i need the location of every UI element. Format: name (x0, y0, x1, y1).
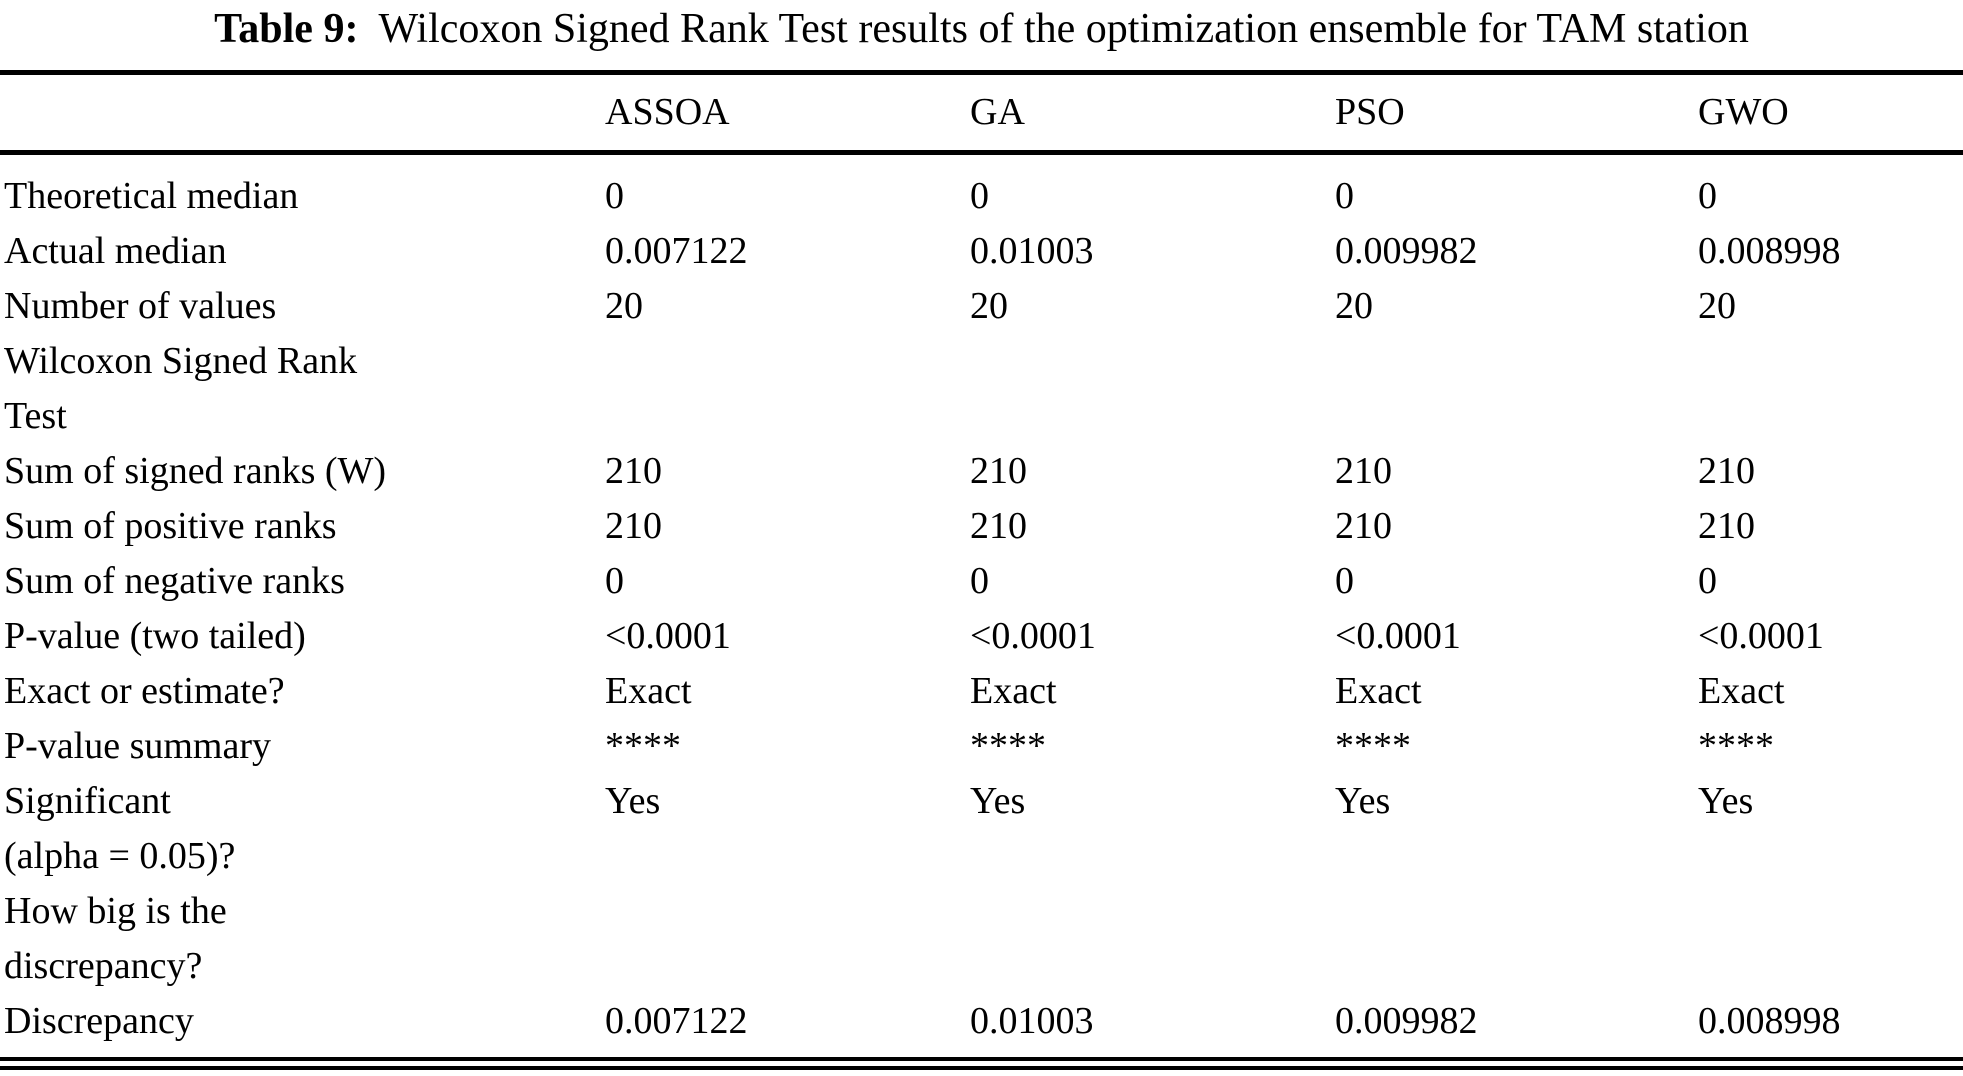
cell-value (1698, 884, 1963, 994)
header-col-ga: GA (970, 72, 1335, 155)
cell-value: 210 (1698, 450, 1755, 492)
cell-value: 0 (1335, 175, 1354, 217)
cell-value: 210 (1335, 450, 1392, 492)
cell-value: Yes (1335, 780, 1391, 822)
table-row: Theoretical median 0 0 0 0 (0, 153, 1963, 225)
cell-value: 20 (1335, 285, 1373, 327)
cell-value: 0.01003 (970, 230, 1094, 272)
table-caption: Table 9: Wilcoxon Signed Rank Test result… (0, 0, 1963, 54)
cell-value (1698, 334, 1963, 444)
row-label: Sum of positive ranks (4, 505, 337, 547)
cell-value (1335, 884, 1698, 994)
cell-value: **** (1335, 725, 1411, 767)
table-row: Wilcoxon Signed Rank Test (0, 334, 1963, 444)
cell-value: 210 (970, 450, 1027, 492)
row-label: Wilcoxon Signed Rank Test (4, 340, 358, 437)
cell-value (970, 884, 1335, 994)
cell-value: 0.007122 (605, 1000, 748, 1042)
cell-value: 20 (970, 285, 1008, 327)
header-col-assoa: ASSOA (605, 72, 970, 155)
header-empty-cell (0, 72, 605, 155)
cell-value: 210 (1698, 505, 1755, 547)
cell-value (605, 884, 970, 994)
cell-value: 0.01003 (970, 1000, 1094, 1042)
wilcoxon-results-table: ASSOA GA PSO GWO Theoretical median 0 0 0 0 A… (0, 70, 1963, 1070)
table-row: Actual median 0.007122 0.01003 0.009982 0.00… (0, 224, 1963, 279)
row-label: Actual median (4, 230, 227, 272)
table-row: Sum of signed ranks (W) 210 210 210 210 (0, 444, 1963, 499)
table-header: ASSOA GA PSO GWO (0, 72, 1963, 155)
cell-value: 0 (1698, 175, 1717, 217)
cell-value: 0 (605, 560, 624, 602)
cell-value: 0.008998 (1698, 1000, 1841, 1042)
header-col-pso: PSO (1335, 72, 1698, 155)
table-row: P-value summary **** **** **** **** (0, 719, 1963, 774)
row-label: Number of values (4, 285, 277, 327)
cell-value: Exact (605, 670, 692, 712)
table-caption-number: Table 9: (214, 6, 359, 52)
cell-value: Exact (970, 670, 1057, 712)
cell-value: **** (1698, 725, 1774, 767)
table-body: Theoretical median 0 0 0 0 Actual median 0.007… (0, 153, 1963, 1064)
row-label: Sum of negative ranks (4, 560, 345, 602)
cell-value: Yes (605, 780, 661, 822)
cell-value: **** (970, 725, 1046, 767)
row-label: How big is the discrepancy? (4, 890, 227, 987)
cell-value: 0.009982 (1335, 1000, 1478, 1042)
cell-value: 20 (1698, 285, 1736, 327)
cell-value: 210 (605, 505, 662, 547)
cell-value: Yes (1698, 780, 1754, 822)
cell-value: Exact (1698, 670, 1785, 712)
cell-value: 0.008998 (1698, 230, 1841, 272)
cell-value: 0 (1698, 560, 1717, 602)
cell-value: 0.007122 (605, 230, 748, 272)
cell-value (605, 334, 970, 444)
row-label: Sum of signed ranks (W) (4, 450, 387, 492)
table-row: Number of values 20 20 20 20 (0, 279, 1963, 334)
cell-value: 210 (970, 505, 1027, 547)
table-caption-text: Wilcoxon Signed Rank Test results of the… (378, 6, 1749, 52)
cell-value: **** (605, 725, 681, 767)
cell-value: 0 (1335, 560, 1354, 602)
cell-value: 20 (605, 285, 643, 327)
row-label: Theoretical median (4, 175, 299, 217)
row-label: Significant (alpha = 0.05)? (4, 780, 236, 877)
table-row: Sum of positive ranks 210 210 210 210 (0, 499, 1963, 554)
cell-value: <0.0001 (605, 615, 731, 657)
cell-value: 0 (970, 560, 989, 602)
row-label: Exact or estimate? (4, 670, 285, 712)
cell-value (970, 334, 1335, 444)
table-row: Significant (alpha = 0.05)? Yes Yes Yes Yes (0, 774, 1963, 884)
cell-value: 0.009982 (1335, 230, 1478, 272)
table-row: How big is the discrepancy? (0, 884, 1963, 994)
cell-value: <0.0001 (970, 615, 1096, 657)
cell-value: Yes (970, 780, 1026, 822)
cell-value: 210 (605, 450, 662, 492)
row-label: P-value summary (4, 725, 272, 767)
cell-value: 0 (970, 175, 989, 217)
table-row: Sum of negative ranks 0 0 0 0 (0, 554, 1963, 609)
cell-value: 0 (605, 175, 624, 217)
cell-value: <0.0001 (1698, 615, 1824, 657)
cell-value (1335, 334, 1698, 444)
cell-value: <0.0001 (1335, 615, 1461, 657)
table-row: Exact or estimate? Exact Exact Exact Exact (0, 664, 1963, 719)
table-row: P-value (two tailed) <0.0001 <0.0001 <0.000… (0, 609, 1963, 664)
cell-value: 210 (1335, 505, 1392, 547)
table-row: Discrepancy 0.007122 0.01003 0.009982 0.0089… (0, 994, 1963, 1064)
row-label: Discrepancy (4, 1000, 194, 1042)
header-row: ASSOA GA PSO GWO (0, 72, 1963, 155)
cell-value: Exact (1335, 670, 1422, 712)
row-label: P-value (two tailed) (4, 615, 306, 657)
header-col-gwo: GWO (1698, 72, 1963, 155)
